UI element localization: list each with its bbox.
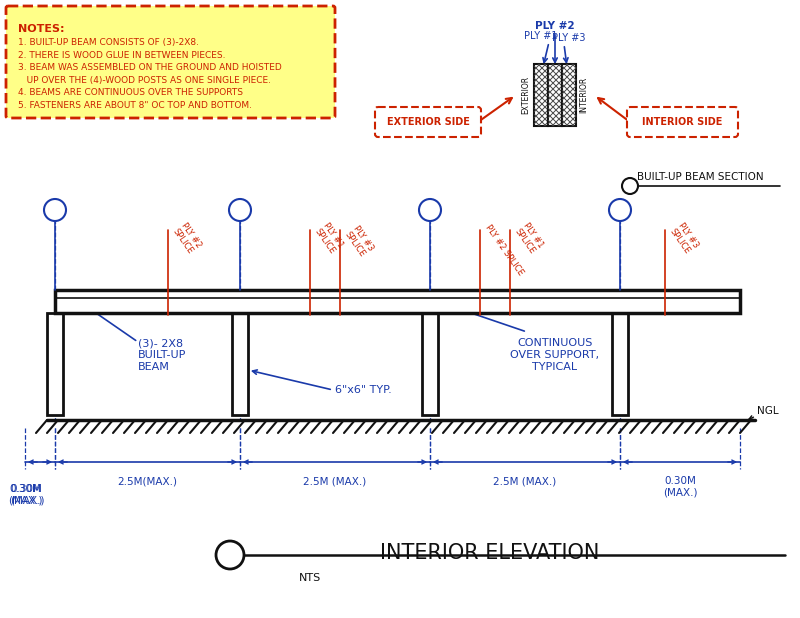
- Text: 2.5M (MAX.): 2.5M (MAX.): [303, 476, 366, 486]
- Bar: [562, 64, 576, 126]
- FancyBboxPatch shape: [627, 107, 738, 137]
- Text: INTERIOR ELEVATION: INTERIOR ELEVATION: [380, 543, 600, 563]
- Bar: [534, 64, 548, 126]
- Text: PLY #3: PLY #3: [552, 33, 586, 43]
- Circle shape: [44, 199, 66, 221]
- Text: 5. FASTENERS ARE ABOUT 8" OC TOP AND BOTTOM.: 5. FASTENERS ARE ABOUT 8" OC TOP AND BOT…: [18, 101, 252, 109]
- Text: 4. BEAMS ARE CONTINUOUS OVER THE SUPPORTS: 4. BEAMS ARE CONTINUOUS OVER THE SUPPORT…: [18, 88, 243, 97]
- Circle shape: [229, 199, 251, 221]
- Text: 0.30M
(MAX.): 0.30M (MAX.): [8, 484, 42, 506]
- Text: 2.5M(MAX.): 2.5M(MAX.): [118, 476, 178, 486]
- Text: (3)- 2X8
BUILT-UP
BEAM: (3)- 2X8 BUILT-UP BEAM: [138, 339, 186, 371]
- Text: CONTINUOUS
OVER SUPPORT,
TYPICAL: CONTINUOUS OVER SUPPORT, TYPICAL: [510, 339, 599, 371]
- Text: NTS: NTS: [299, 573, 321, 583]
- Bar: [55, 290, 740, 313]
- Text: PLY #2 SPLICE: PLY #2 SPLICE: [483, 223, 525, 277]
- Circle shape: [419, 199, 441, 221]
- Text: PLY #2: PLY #2: [535, 21, 575, 31]
- Bar: [612, 313, 628, 415]
- Text: UP OVER THE (4)-WOOD POSTS AS ONE SINGLE PIECE.: UP OVER THE (4)-WOOD POSTS AS ONE SINGLE…: [18, 75, 271, 85]
- Text: EXTERIOR SIDE: EXTERIOR SIDE: [386, 117, 470, 127]
- Text: PLY #1
SPLICE: PLY #1 SPLICE: [313, 221, 346, 255]
- Text: 3. BEAM WAS ASSEMBLED ON THE GROUND AND HOISTED: 3. BEAM WAS ASSEMBLED ON THE GROUND AND …: [18, 63, 282, 72]
- Text: PLY #3
SPLICE: PLY #3 SPLICE: [343, 224, 375, 258]
- Bar: [548, 64, 562, 126]
- Text: 0.30M
(MAX.): 0.30M (MAX.): [662, 476, 698, 497]
- Text: NGL: NGL: [757, 406, 778, 416]
- Text: BUILT-UP BEAM SECTION: BUILT-UP BEAM SECTION: [637, 172, 763, 182]
- Text: NOTES:: NOTES:: [18, 24, 65, 34]
- Text: PLY #3
SPLICE: PLY #3 SPLICE: [668, 221, 700, 255]
- Bar: [47, 313, 63, 415]
- Circle shape: [609, 199, 631, 221]
- Text: PLY #1: PLY #1: [524, 31, 558, 41]
- Text: INTERIOR: INTERIOR: [579, 77, 589, 113]
- Circle shape: [622, 178, 638, 194]
- Bar: [422, 313, 438, 415]
- Text: 1. BUILT-UP BEAM CONSISTS OF (3)-2X8.: 1. BUILT-UP BEAM CONSISTS OF (3)-2X8.: [18, 38, 199, 47]
- Bar: [232, 313, 248, 415]
- FancyBboxPatch shape: [375, 107, 481, 137]
- Circle shape: [216, 541, 244, 569]
- FancyBboxPatch shape: [6, 6, 335, 118]
- Text: 2. THERE IS WOOD GLUE IN BETWEEN PIECES.: 2. THERE IS WOOD GLUE IN BETWEEN PIECES.: [18, 51, 226, 59]
- Text: 0.30M
(MAX.): 0.30M (MAX.): [10, 484, 45, 506]
- Text: PLY #1
SPLICE: PLY #1 SPLICE: [513, 221, 546, 255]
- Text: EXTERIOR: EXTERIOR: [522, 76, 530, 114]
- Text: INTERIOR SIDE: INTERIOR SIDE: [642, 117, 722, 127]
- Text: 6"x6" TYP.: 6"x6" TYP.: [335, 385, 392, 395]
- Text: PLY #2
SPLICE: PLY #2 SPLICE: [171, 221, 203, 255]
- Text: 2.5M (MAX.): 2.5M (MAX.): [494, 476, 557, 486]
